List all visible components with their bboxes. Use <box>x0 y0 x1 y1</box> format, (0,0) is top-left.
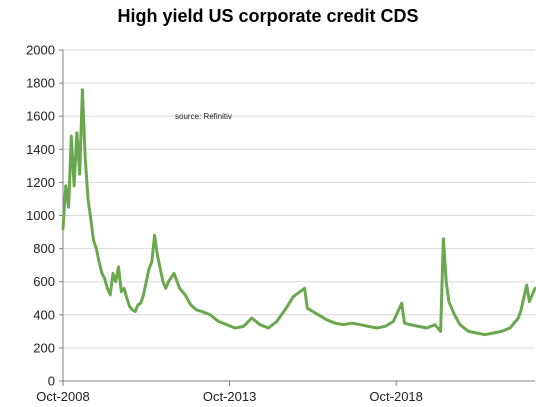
y-tick-label: 0 <box>48 374 55 389</box>
y-tick-label: 200 <box>33 340 55 355</box>
y-tick-label: 1000 <box>26 208 55 223</box>
chart-title: High yield US corporate credit CDS <box>117 6 419 26</box>
x-tick-label: Oct-2008 <box>36 389 89 404</box>
tick-labels: 0 200 400 600 800 1000 1200 1400 1600 1800 2000 Oct… <box>26 43 423 405</box>
y-tick-label: 1800 <box>26 76 55 91</box>
gridlines <box>63 49 535 349</box>
y-tick-label: 600 <box>33 274 55 289</box>
axes <box>59 49 535 386</box>
series-line-0 <box>61 88 536 337</box>
y-tick-label: 1600 <box>26 109 55 124</box>
y-tick-label: 800 <box>33 241 55 256</box>
y-tick-label: 2000 <box>26 43 55 58</box>
series-layer <box>61 88 536 337</box>
y-tick-label: 400 <box>33 307 55 322</box>
y-tick-label: 1200 <box>26 175 55 190</box>
x-tick-label: Oct-2018 <box>369 389 422 404</box>
source-annotation: source: Refinitiv <box>175 112 232 121</box>
y-tick-label: 1400 <box>26 142 55 157</box>
x-tick-label: Oct-2013 <box>203 389 256 404</box>
